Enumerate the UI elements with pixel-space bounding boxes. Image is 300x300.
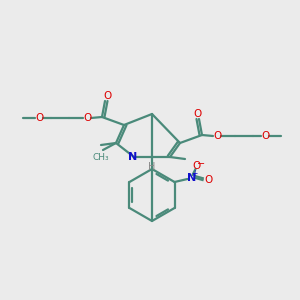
Text: H: H [148, 162, 156, 172]
Text: +: + [191, 169, 198, 178]
Text: O: O [103, 91, 111, 101]
Text: O: O [35, 113, 43, 123]
Text: O: O [192, 161, 201, 171]
Text: O: O [193, 109, 201, 119]
Text: N: N [128, 152, 138, 162]
Text: O: O [213, 131, 221, 141]
Text: −: − [197, 159, 206, 169]
Text: O: O [261, 131, 269, 141]
Text: O: O [204, 175, 213, 185]
Text: N: N [187, 173, 196, 183]
Text: CH₃: CH₃ [93, 152, 109, 161]
Text: O: O [83, 113, 91, 123]
